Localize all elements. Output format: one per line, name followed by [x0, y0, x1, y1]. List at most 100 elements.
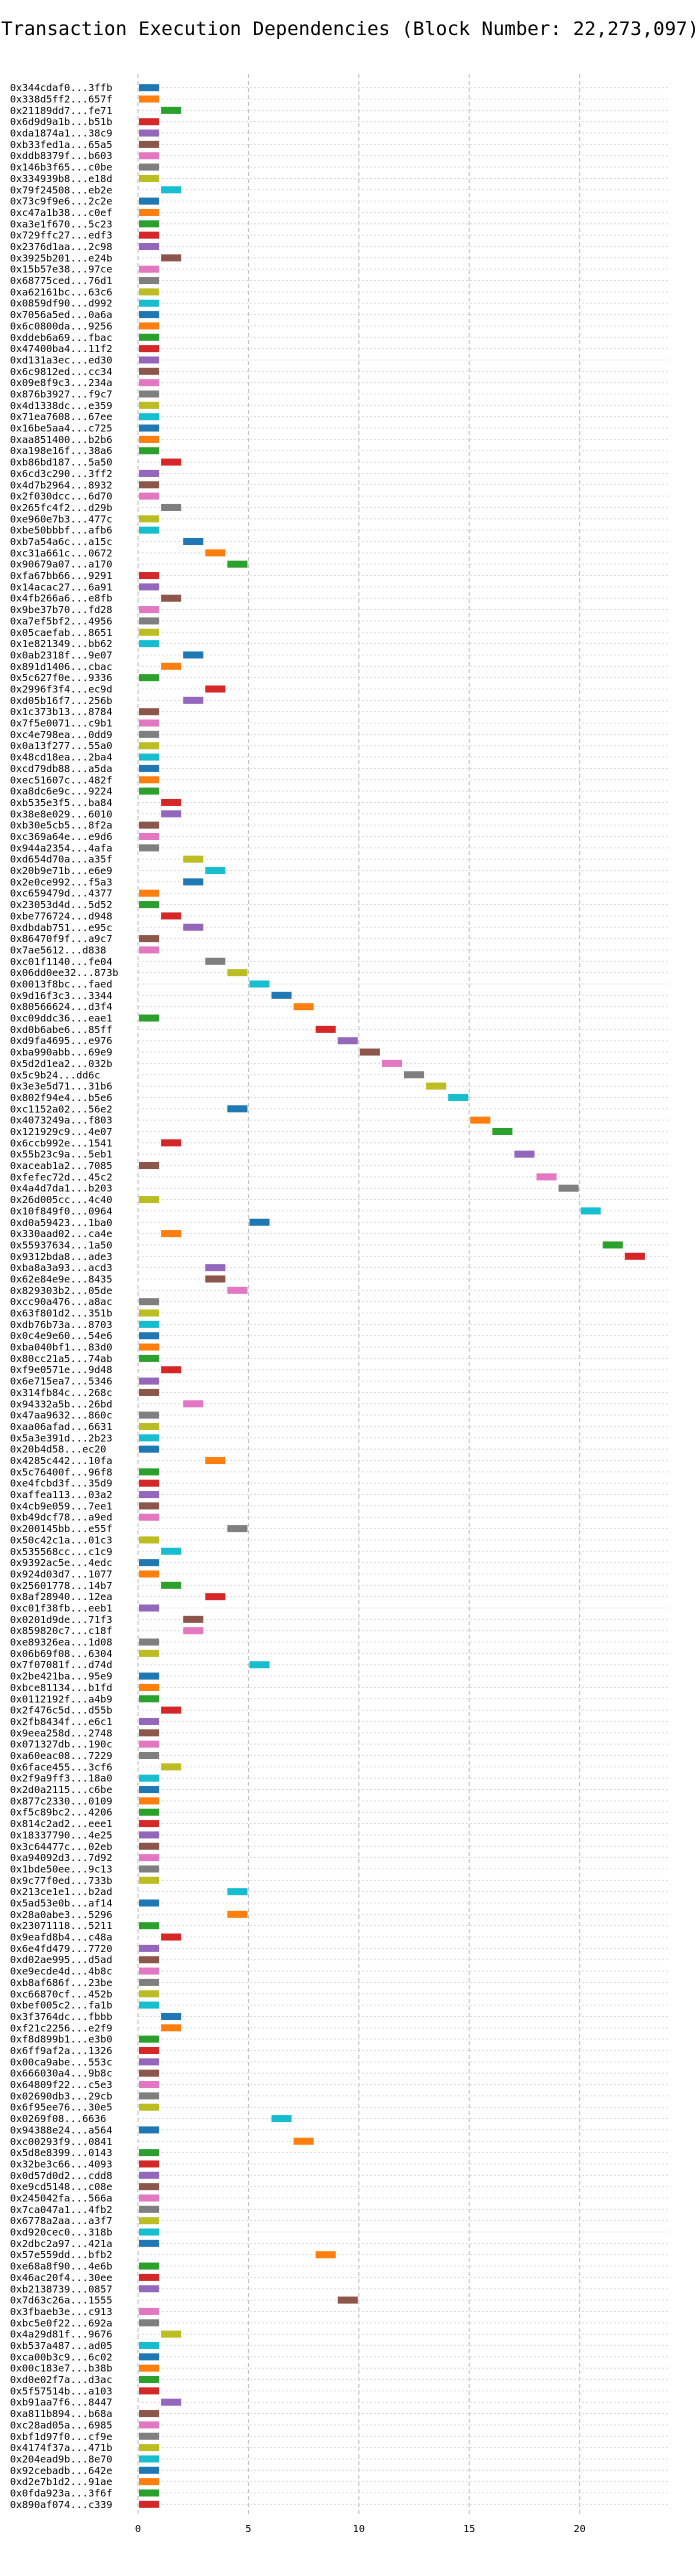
transaction-bar	[139, 719, 160, 727]
transaction-bar	[139, 2319, 160, 2327]
transaction-label: 0x7ca047a1...4fb2	[10, 2205, 112, 2216]
transaction-bar	[293, 1003, 314, 1011]
transaction-bar	[139, 730, 160, 738]
transaction-bar	[381, 1059, 402, 1067]
transaction-label: 0xf5c89bc2...4206	[10, 1808, 112, 1819]
transaction-label: 0xb2138739...0857	[10, 2284, 112, 2295]
transaction-label: 0x3fbaeb3e...c913	[10, 2307, 112, 2318]
transaction-label: 0x0d57d0d2...cdd8	[10, 2171, 112, 2182]
transaction-bar	[139, 2069, 160, 2077]
transaction-label: 0x4285c442...10fa	[10, 1456, 112, 1467]
transaction-label: 0x02690db3...29cb	[10, 2091, 112, 2102]
transaction-label: 0xe960e7b3...477c	[10, 514, 112, 525]
transaction-label: 0x73c9f9e6...2c2e	[10, 197, 112, 208]
transaction-bar	[470, 1116, 491, 1124]
transaction-bar	[139, 1570, 160, 1578]
transaction-label: 0xba040bf1...83d0	[10, 1343, 112, 1354]
transaction-label: 0xb49dcf78...a9ed	[10, 1513, 112, 1524]
transaction-label: 0xbe776724...d948	[10, 911, 112, 922]
transaction-label: 0x876b3927...f9c7	[10, 390, 112, 401]
transaction-label: 0x1c373b13...8784	[10, 707, 112, 718]
transaction-label: 0x32be3c66...4093	[10, 2159, 112, 2170]
transaction-label: 0xc00293f9...0841	[10, 2137, 112, 2148]
transaction-bar	[161, 2398, 182, 2406]
transaction-label: 0x86470f9f...a9c7	[10, 934, 112, 945]
transaction-label: 0xe68a8f90...4e6b	[10, 2262, 112, 2273]
transaction-label: 0x3f3764dc...fbbb	[10, 2012, 112, 2023]
transaction-label: 0x57e559dd...bfb2	[10, 2250, 112, 2261]
transaction-bar	[139, 1786, 160, 1794]
transaction-bar	[139, 2160, 160, 2168]
transaction-bar	[139, 2103, 160, 2111]
transaction-bar	[161, 1581, 182, 1589]
transaction-bar	[227, 1105, 248, 1113]
transaction-label: 0x3e3e5d71...31b6	[10, 1082, 112, 1093]
transaction-bar	[139, 379, 160, 387]
transaction-label: 0xcd79db88...a5da	[10, 764, 112, 775]
transaction-bar	[139, 242, 160, 251]
transaction-label: 0xb537a487...ad05	[10, 2341, 112, 2352]
transaction-label: 0x7ae5612...d838	[10, 945, 106, 956]
transaction-bar	[139, 469, 160, 477]
transaction-label: 0xa60eac08...7229	[10, 1751, 112, 1762]
transaction-bar	[227, 1286, 248, 1294]
transaction-label: 0x9eafd8b4...c48a	[10, 1933, 112, 1944]
transaction-label: 0xb86bd187...5a50	[10, 458, 112, 469]
transaction-label: 0x891d1406...cbac	[10, 662, 112, 673]
transaction-bar	[139, 231, 160, 239]
transaction-label: 0xd2e7b1d2...91ae	[10, 2477, 112, 2488]
transaction-label: 0x2996f3f4...ec9d	[10, 685, 112, 696]
transaction-label: 0x334939b8...e18d	[10, 174, 112, 185]
transaction-label: 0x0112192f...a4b9	[10, 1694, 112, 1705]
transaction-label: 0x802f94e4...b5e6	[10, 1093, 112, 1104]
transaction-bar	[161, 662, 182, 670]
transaction-label: 0x7d63c26a...1555	[10, 2296, 112, 2307]
transaction-bar	[139, 628, 160, 636]
transaction-label: 0xb8af686f...23be	[10, 1978, 112, 1989]
transaction-label: 0x4fb266a6...e8fb	[10, 594, 112, 605]
transaction-bar	[139, 1956, 160, 1964]
transaction-label: 0xc369a64e...e9d6	[10, 832, 112, 843]
transaction-label: 0xcc90a476...a8ac	[10, 1297, 112, 1308]
transaction-label: 0x4174f37a...471b	[10, 2443, 112, 2454]
transaction-label: 0x2f476c5d...d55b	[10, 1706, 112, 1717]
transaction-label: 0x55b23c9a...5eb1	[10, 1150, 112, 1161]
transaction-bar	[139, 356, 160, 364]
transaction-label: 0xc66870cf...452b	[10, 1989, 112, 2000]
transaction-label: 0x877c2330...0109	[10, 1796, 112, 1807]
transaction-bar	[139, 2432, 160, 2440]
transaction-bar	[139, 1729, 160, 1737]
transaction-label: 0x47400ba4...11f2	[10, 344, 112, 355]
transaction-label: 0xa811b894...b68a	[10, 2409, 112, 2420]
transaction-bar	[139, 2273, 160, 2281]
transaction-label: 0x6e715ea7...5346	[10, 1377, 112, 1388]
transaction-label: 0xba990abb...69e9	[10, 1048, 112, 1059]
transaction-bar	[139, 1695, 160, 1703]
transaction-label: 0x4cb9e059...7ee1	[10, 1501, 112, 1512]
transaction-bar	[139, 1479, 160, 1487]
transaction-label: 0x79f24508...eb2e	[10, 185, 112, 196]
transaction-label: 0x25601778...14b7	[10, 1581, 112, 1592]
transaction-bar	[139, 163, 160, 171]
transaction-bar	[139, 708, 160, 716]
transaction-label: 0x344cdaf0...3ffb	[10, 83, 112, 94]
transaction-bar	[227, 560, 248, 568]
transaction-bar	[139, 1320, 160, 1328]
transaction-bar	[139, 1717, 160, 1725]
transaction-bar	[271, 2115, 292, 2123]
transaction-bar	[492, 1127, 513, 1136]
transaction-bar	[139, 935, 160, 943]
transaction-label: 0xe89326ea...1d08	[10, 1638, 112, 1649]
transaction-bar	[161, 1763, 182, 1771]
transaction-label: 0x330aad02...ca4e	[10, 1229, 112, 1240]
transaction-label: 0x23053d4d...5d52	[10, 900, 112, 911]
transaction-label: 0x20b9e71b...e6e9	[10, 866, 112, 877]
transaction-label: 0xda1874a1...38c9	[10, 129, 112, 140]
transaction-bar	[139, 1332, 160, 1340]
transaction-bar	[139, 2183, 160, 2191]
transaction-bar	[139, 1672, 160, 1680]
transaction-label: 0xc01f1140...fe04	[10, 957, 112, 968]
transaction-label: 0xa8dc6e9c...9224	[10, 787, 112, 798]
transaction-bar	[337, 1037, 358, 1045]
